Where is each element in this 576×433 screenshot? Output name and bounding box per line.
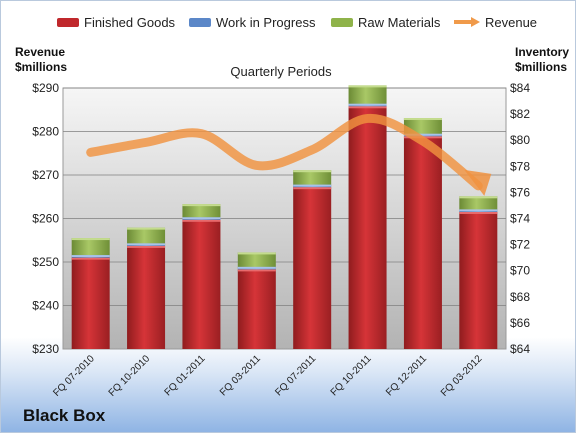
left-tick-label: $260 <box>32 212 59 226</box>
x-tick-label: FQ 03-2012 <box>439 353 485 399</box>
right-tick-label: $68 <box>510 290 530 304</box>
bar-finished-goods <box>459 211 498 349</box>
x-tick-label: FQ 10-2011 <box>329 353 374 398</box>
legend-arrow-icon <box>454 17 480 27</box>
legend-label-revenue: Revenue <box>485 15 538 30</box>
legend-label-finished-goods: Finished Goods <box>84 15 176 30</box>
bar-cap-finished-goods <box>182 219 221 222</box>
right-tick-label: $76 <box>510 185 530 199</box>
left-tick-label: $240 <box>32 299 59 313</box>
right-tick-label: $70 <box>510 264 530 278</box>
bar-cap-raw-materials <box>293 170 332 173</box>
bar-cap-finished-goods <box>293 187 332 190</box>
bar-cap-raw-materials <box>127 227 166 230</box>
bar-cap-work-in-progress <box>71 255 110 258</box>
left-axis-title-line-1: Revenue <box>15 45 66 59</box>
bar-cap-work-in-progress <box>293 184 332 187</box>
revenue-arrowhead <box>464 169 492 196</box>
bar-raw-materials <box>348 85 387 104</box>
bar-finished-goods <box>71 257 110 349</box>
right-tick-label: $74 <box>510 212 530 226</box>
x-tick-label: FQ 12-2011 <box>384 353 429 398</box>
x-tick-label: FQ 07-2010 <box>51 353 97 399</box>
legend-item-finished-goods: Finished Goods <box>57 15 175 30</box>
right-tick-label: $82 <box>510 107 530 121</box>
chart-title: Quarterly Periods <box>230 64 332 79</box>
legend-item-raw-materials: Raw Materials <box>331 15 440 30</box>
legend-swatch-finished-goods <box>57 18 79 27</box>
left-axis-title: Revenue $millions <box>15 45 67 75</box>
bar-raw-materials <box>237 252 276 267</box>
bar-cap-raw-materials <box>348 85 387 88</box>
right-tick-label: $64 <box>510 342 530 356</box>
right-axis-title-line-1: Inventory <box>515 45 570 59</box>
bar-raw-materials <box>71 238 110 256</box>
bar-raw-materials <box>182 204 221 218</box>
x-tick-label: FQ 01-2011 <box>163 353 208 398</box>
bar-cap-finished-goods <box>237 269 276 272</box>
x-tick-label: FQ 03-2011 <box>218 353 263 398</box>
legend: Finished Goods Work in Progress Raw Mate… <box>1 15 575 35</box>
left-tick-label: $270 <box>32 168 59 182</box>
bar-cap-raw-materials <box>71 238 110 241</box>
bar-cap-raw-materials <box>182 204 221 207</box>
legend-item-revenue: Revenue <box>453 15 537 30</box>
right-axis-title-line-2: $millions <box>515 60 568 74</box>
left-axis-title-line-2: $millions <box>15 60 68 74</box>
bar-cap-work-in-progress <box>127 243 166 246</box>
bar-cap-raw-materials <box>459 196 498 199</box>
bar-raw-materials <box>459 196 498 210</box>
bar-cap-work-in-progress <box>459 209 498 212</box>
bar-cap-finished-goods <box>71 257 110 260</box>
legend-label-work-in-progress: Work in Progress <box>216 15 316 30</box>
left-tick-label: $290 <box>32 81 59 95</box>
bar-cap-work-in-progress <box>237 266 276 269</box>
x-tick-label: FQ 10-2010 <box>107 353 153 399</box>
legend-item-work-in-progress: Work in Progress <box>189 15 315 30</box>
right-tick-label: $78 <box>510 159 530 173</box>
bar-cap-raw-materials <box>237 252 276 255</box>
bar-cap-finished-goods <box>127 245 166 248</box>
bar-raw-materials <box>403 118 442 134</box>
left-tick-label: $280 <box>32 125 59 139</box>
company-name: Black Box <box>23 406 106 425</box>
revenue-line <box>86 113 483 191</box>
bar-finished-goods <box>237 269 276 349</box>
right-tick-label: $84 <box>510 81 530 95</box>
x-tick-label: FQ 07-2011 <box>273 353 318 398</box>
bar-cap-finished-goods <box>348 106 387 109</box>
bar-cap-work-in-progress <box>348 103 387 106</box>
left-tick-label: $230 <box>32 342 59 356</box>
bar-cap-work-in-progress <box>182 217 221 220</box>
bar-finished-goods <box>182 219 221 349</box>
right-tick-label: $80 <box>510 133 530 147</box>
left-tick-label: $250 <box>32 255 59 269</box>
right-tick-label: $72 <box>510 238 530 252</box>
right-axis-title: Inventory $millions <box>515 45 569 75</box>
bar-cap-finished-goods <box>459 211 498 214</box>
bar-cap-work-in-progress <box>403 133 442 136</box>
bar-finished-goods <box>403 136 442 349</box>
legend-swatch-raw-materials <box>331 18 353 27</box>
right-tick-label: $66 <box>510 316 530 330</box>
bar-finished-goods <box>293 187 332 349</box>
bar-finished-goods <box>348 106 387 350</box>
bar-raw-materials <box>293 170 332 185</box>
bar-cap-raw-materials <box>403 118 442 121</box>
bar-finished-goods <box>127 245 166 349</box>
legend-label-raw-materials: Raw Materials <box>358 15 441 30</box>
bar-raw-materials <box>127 227 166 244</box>
legend-swatch-work-in-progress <box>189 18 211 27</box>
